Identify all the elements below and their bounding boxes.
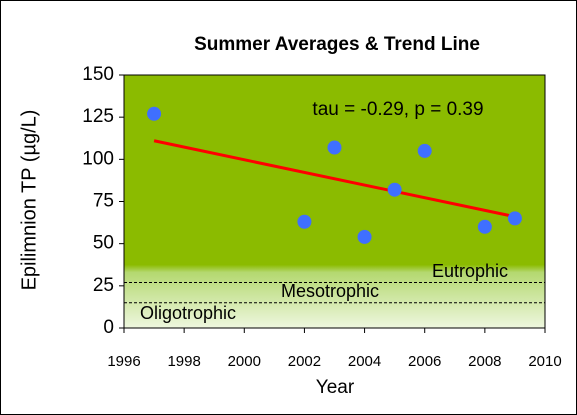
y-tick-label: 75 <box>93 191 114 212</box>
annotation: tau = -0.29, p = 0.39 <box>312 99 483 120</box>
x-tick-label: 2006 <box>408 353 441 370</box>
zone-label: Oligotrophic <box>140 303 236 323</box>
x-tick-label: 1998 <box>167 353 200 370</box>
x-tick-label: 2000 <box>228 353 261 370</box>
data-point <box>327 140 342 155</box>
y-axis-label: Epilimnion TP (µg/L) <box>18 110 40 291</box>
data-point <box>477 219 492 234</box>
x-tick-label: 2008 <box>468 353 501 370</box>
y-tick-label: 150 <box>82 64 114 85</box>
y-tick-label: 50 <box>93 233 114 254</box>
data-point <box>417 143 432 158</box>
y-tick-label: 100 <box>82 148 114 169</box>
x-axis-label: Year <box>316 377 355 398</box>
data-point <box>297 214 312 229</box>
zone-label: Eutrophic <box>432 261 508 281</box>
data-point <box>147 106 162 121</box>
x-tick-label: 2004 <box>348 353 381 370</box>
data-point <box>357 229 372 244</box>
data-point <box>387 182 402 197</box>
y-tick-label: 0 <box>103 317 114 338</box>
plot-area <box>124 75 545 328</box>
x-tick-label: 2010 <box>528 353 561 370</box>
x-tick-label: 2002 <box>288 353 321 370</box>
x-tick-label: 1996 <box>107 353 140 370</box>
zone-label: Mesotrophic <box>281 281 379 301</box>
y-tick-label: 25 <box>93 275 114 296</box>
chart-title: Summer Averages & Trend Line <box>194 34 480 55</box>
trend-line <box>153 139 516 219</box>
data-point <box>507 211 522 226</box>
y-tick-label: 125 <box>82 106 114 127</box>
